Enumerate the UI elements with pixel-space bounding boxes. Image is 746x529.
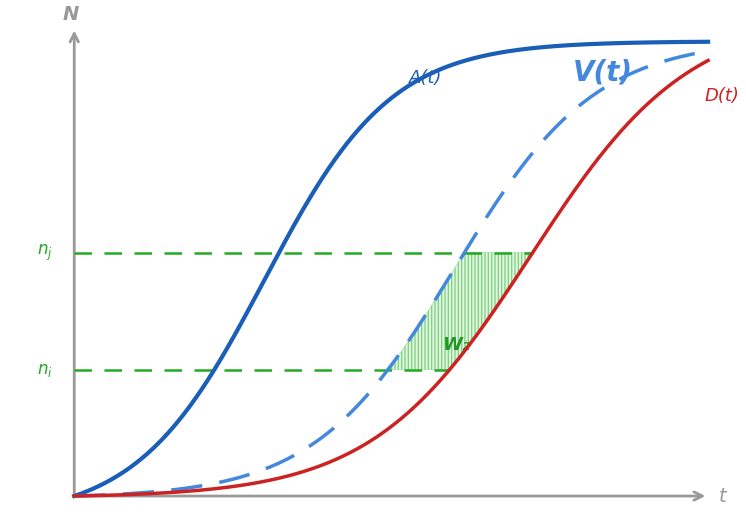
Text: t: t: [719, 487, 727, 506]
Text: $n_i$: $n_i$: [37, 361, 52, 379]
Polygon shape: [388, 252, 533, 370]
Text: $n_j$: $n_j$: [37, 242, 52, 262]
Text: W₂: W₂: [442, 336, 470, 354]
Text: N: N: [63, 5, 79, 24]
Text: A(t): A(t): [410, 69, 443, 87]
Text: D(t): D(t): [704, 87, 739, 105]
Text: V(t): V(t): [572, 58, 633, 86]
